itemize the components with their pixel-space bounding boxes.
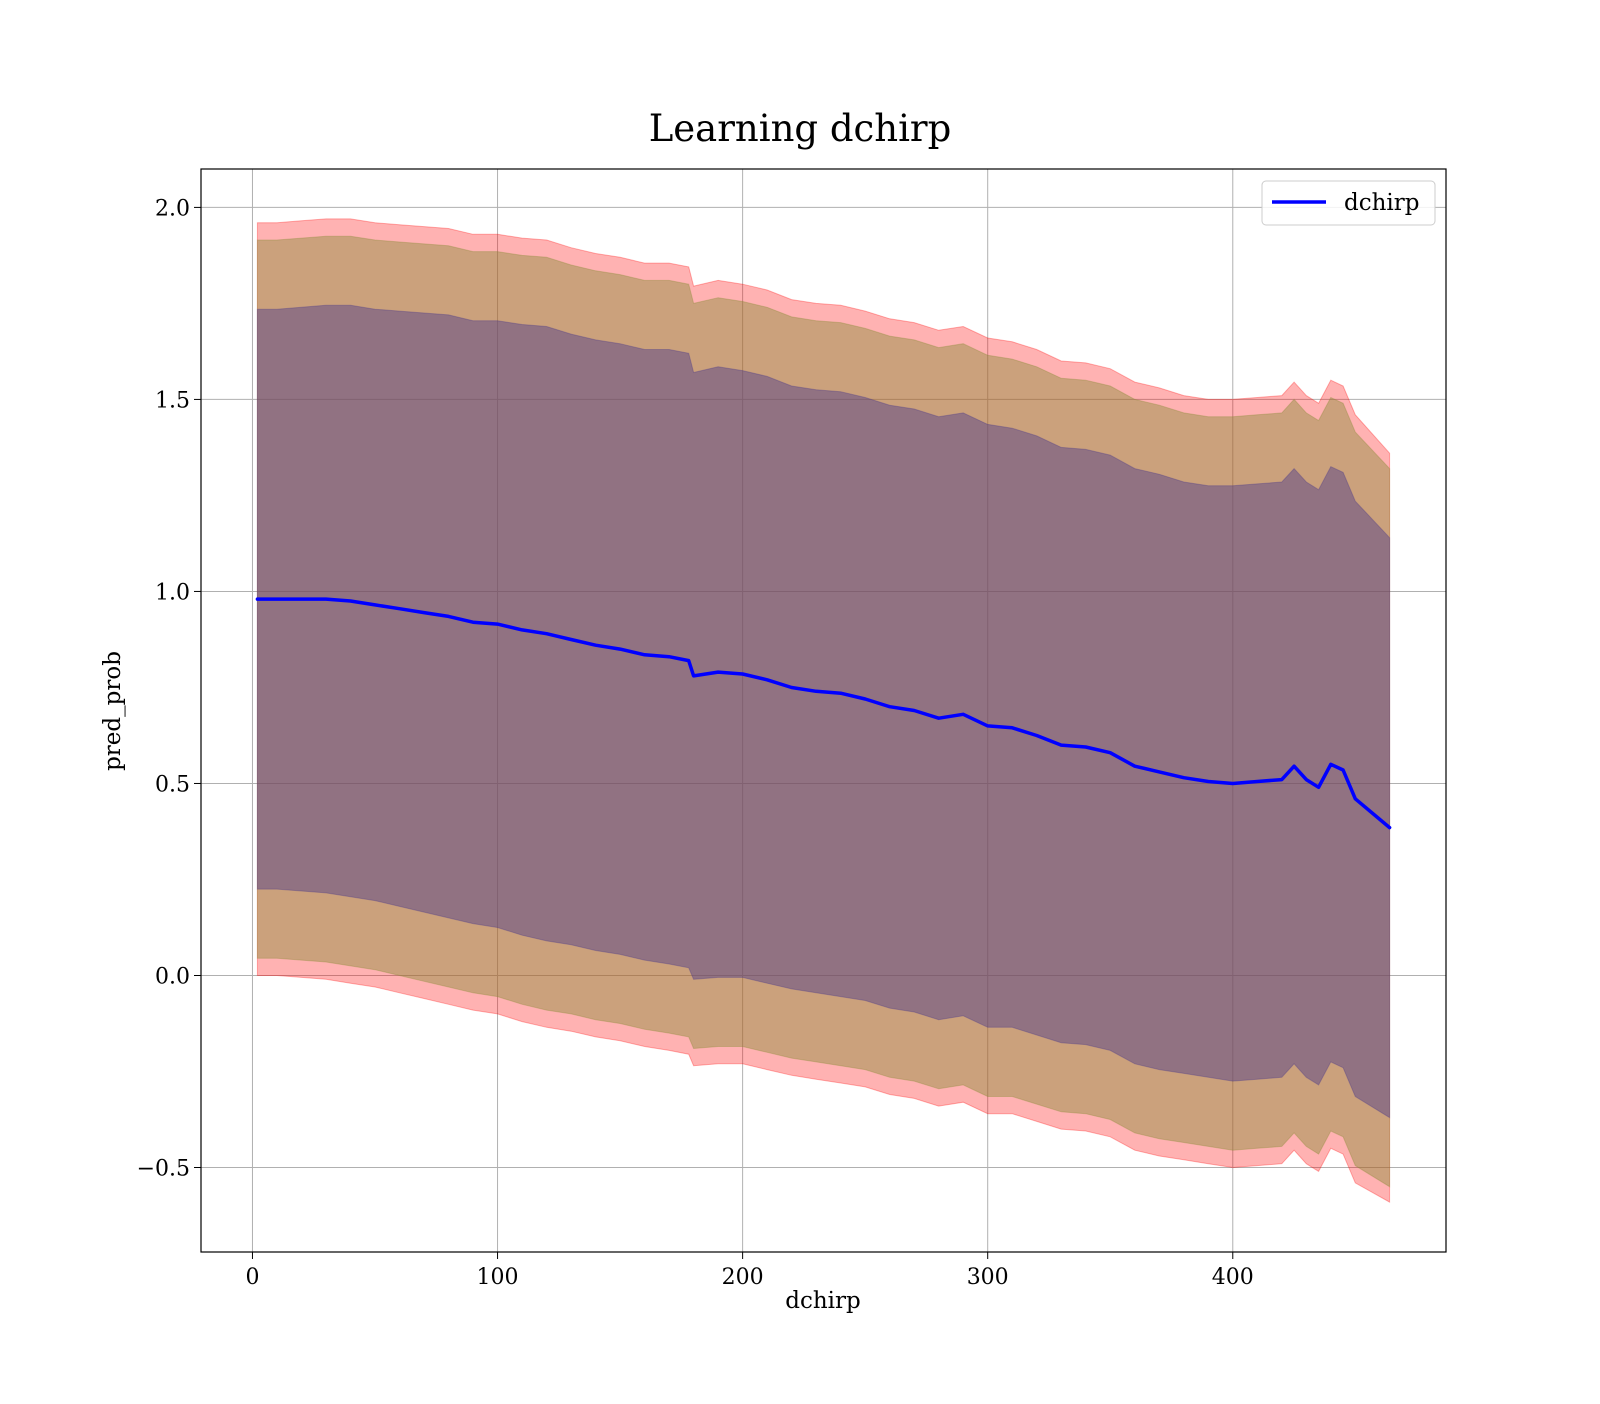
y-tick-label: 2.0 bbox=[155, 196, 190, 221]
x-tick-label: 100 bbox=[477, 1265, 519, 1290]
legend-box bbox=[1261, 180, 1436, 226]
x-axis: 0 100 200 300 400 bbox=[245, 1252, 1254, 1290]
plot-frame bbox=[200, 168, 1447, 1253]
x-tick-label: 200 bbox=[722, 1265, 764, 1290]
y-tick-label: −0.5 bbox=[137, 1157, 190, 1182]
legend: dchirp bbox=[1261, 180, 1436, 226]
y-tick-label: 1.0 bbox=[155, 580, 190, 605]
legend-label: dchirp bbox=[1344, 190, 1420, 216]
y-axis-label: pred_prob bbox=[100, 651, 126, 771]
inner-band bbox=[256, 304, 1391, 1119]
x-axis-label: dchirp bbox=[785, 1288, 861, 1314]
chart-title: Learning dchirp bbox=[649, 107, 952, 150]
confidence-bands bbox=[256, 218, 1391, 1203]
outer-band bbox=[256, 218, 1391, 1203]
y-axis: −0.5 0.0 0.5 1.0 1.5 2.0 bbox=[137, 196, 201, 1182]
x-tick-label: 300 bbox=[967, 1265, 1009, 1290]
y-tick-label: 1.5 bbox=[155, 388, 190, 413]
grid bbox=[201, 169, 1446, 1252]
series-layer bbox=[255, 597, 1392, 830]
y-tick-label: 0.0 bbox=[155, 964, 190, 989]
y-tick-label: 0.5 bbox=[155, 772, 190, 797]
x-tick-label: 0 bbox=[245, 1265, 259, 1290]
middle-band bbox=[256, 235, 1391, 1188]
x-tick-label: 400 bbox=[1212, 1265, 1254, 1290]
series-line-dchirp bbox=[255, 597, 1392, 830]
